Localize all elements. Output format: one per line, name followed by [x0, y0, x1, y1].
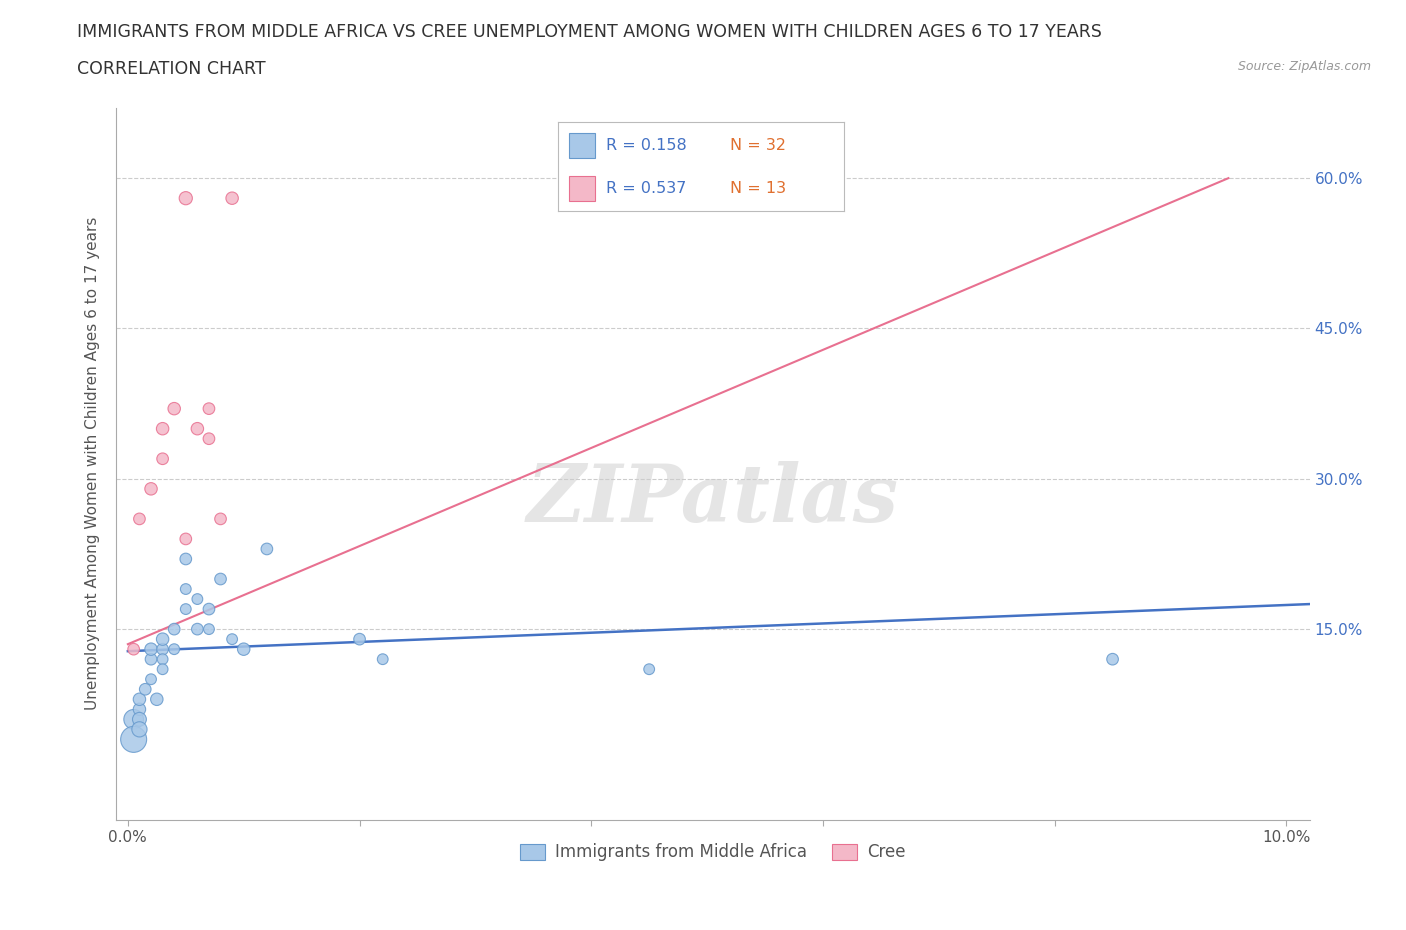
Point [638, 662, 661, 677]
Point [152, 652, 174, 667]
Point [371, 652, 394, 667]
Point [139, 482, 162, 497]
Point [163, 642, 186, 657]
Point [128, 722, 150, 737]
Text: Source: ZipAtlas.com: Source: ZipAtlas.com [1237, 60, 1371, 73]
Point [186, 621, 208, 636]
Point [221, 631, 243, 646]
Point [198, 401, 221, 416]
Point [122, 642, 145, 657]
Point [174, 551, 197, 566]
Point [139, 642, 162, 657]
Point [139, 652, 162, 667]
Point [186, 421, 208, 436]
Point [163, 621, 186, 636]
Point [139, 671, 162, 686]
Point [198, 621, 221, 636]
Point [152, 642, 174, 657]
Point [256, 541, 278, 556]
Point [152, 631, 174, 646]
Point [198, 432, 221, 446]
Point [128, 711, 150, 726]
Point [128, 692, 150, 707]
Point [221, 191, 243, 206]
Point [122, 711, 145, 726]
Point [174, 581, 197, 596]
Point [152, 421, 174, 436]
Y-axis label: Unemployment Among Women with Children Ages 6 to 17 years: Unemployment Among Women with Children A… [86, 217, 100, 711]
Point [174, 532, 197, 547]
Text: ZIPatlas: ZIPatlas [527, 460, 898, 538]
Point [349, 631, 371, 646]
Point [128, 702, 150, 717]
Point [163, 401, 186, 416]
Point [146, 692, 169, 707]
Point [152, 451, 174, 466]
Legend: Immigrants from Middle Africa, Cree: Immigrants from Middle Africa, Cree [513, 837, 912, 868]
Point [209, 572, 232, 587]
Point [174, 602, 197, 617]
Point [152, 662, 174, 677]
Point [198, 602, 221, 617]
Point [128, 512, 150, 526]
Text: CORRELATION CHART: CORRELATION CHART [77, 60, 266, 78]
Point [209, 512, 232, 526]
Point [1101, 652, 1123, 667]
Point [134, 682, 156, 697]
Text: IMMIGRANTS FROM MIDDLE AFRICA VS CREE UNEMPLOYMENT AMONG WOMEN WITH CHILDREN AGE: IMMIGRANTS FROM MIDDLE AFRICA VS CREE UN… [77, 23, 1102, 41]
Point [232, 642, 254, 657]
Point [122, 732, 145, 747]
Point [174, 191, 197, 206]
Point [186, 591, 208, 606]
